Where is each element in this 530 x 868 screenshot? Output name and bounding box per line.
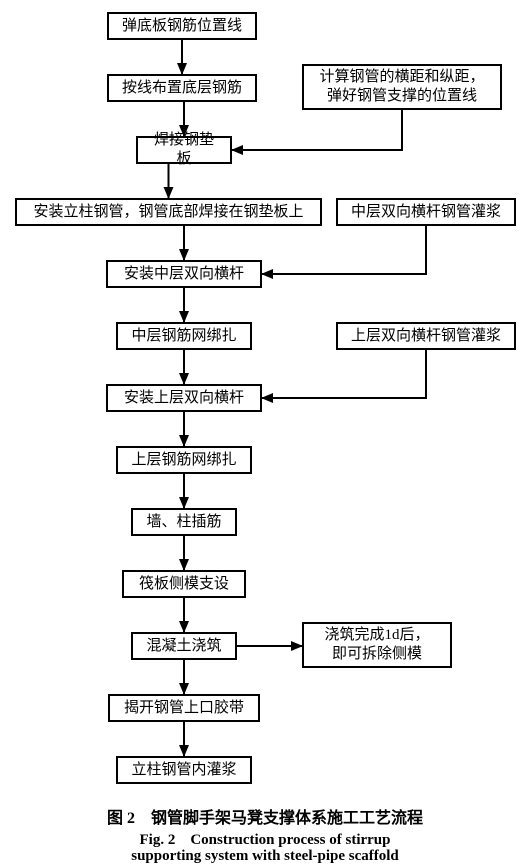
node-n5: 安装立柱钢管，钢管底部焊接在钢垫板上 <box>15 198 322 226</box>
node-n2: 按线布置底层钢筋 <box>107 74 257 102</box>
caption-line-1: Fig. 2 Construction process of stirrup <box>0 828 530 849</box>
node-n10: 安装上层双向横杆 <box>106 384 262 412</box>
node-n15: 浇筑完成1d后， 即可拆除侧模 <box>302 622 452 668</box>
caption-text: 图 2 钢管脚手架马凳支撑体系施工工艺流程 <box>107 810 423 827</box>
node-label: 安装立柱钢管，钢管底部焊接在钢垫板上 <box>33 203 303 222</box>
node-n7: 安装中层双向横杆 <box>106 260 262 288</box>
node-label: 安装上层双向横杆 <box>124 389 244 408</box>
caption-text: supporting system with steel-pipe scaffo… <box>131 848 399 864</box>
node-label: 筏板侧模支设 <box>139 575 229 594</box>
node-n14: 混凝土浇筑 <box>131 632 237 660</box>
node-label: 安装中层双向横杆 <box>124 265 244 284</box>
caption-line-2: supporting system with steel-pipe scaffo… <box>0 848 530 865</box>
node-label: 中层钢筋网绑扎 <box>131 327 236 346</box>
node-n12: 墙、柱插筋 <box>131 508 237 536</box>
node-n8: 中层钢筋网绑扎 <box>116 322 252 350</box>
node-label: 计算钢管的横距和纵距， 弹好钢管支撑的位置线 <box>319 68 484 106</box>
node-label: 立柱钢管内灌浆 <box>131 761 236 780</box>
node-label: 中层双向横杆钢管灌浆 <box>351 203 501 222</box>
node-n16: 揭开钢管上口胶带 <box>108 694 260 722</box>
node-n13: 筏板侧模支设 <box>122 570 246 598</box>
node-label: 按线布置底层钢筋 <box>122 79 242 98</box>
node-label: 焊接钢垫板 <box>148 131 220 169</box>
node-label: 上层双向横杆钢管灌浆 <box>351 327 501 346</box>
node-label: 墙、柱插筋 <box>146 513 221 532</box>
edges-layer <box>0 0 530 868</box>
node-n4: 焊接钢垫板 <box>136 136 232 164</box>
node-label: 浇筑完成1d后， 即可拆除侧模 <box>324 626 429 664</box>
node-n11: 上层钢筋网绑扎 <box>116 446 252 474</box>
node-n6: 中层双向横杆钢管灌浆 <box>336 198 516 226</box>
node-label: 揭开钢管上口胶带 <box>124 699 244 718</box>
caption-text: Fig. 2 Construction process of stirrup <box>140 832 391 848</box>
node-n3: 计算钢管的横距和纵距， 弹好钢管支撑的位置线 <box>302 64 502 110</box>
node-n1: 弹底板钢筋位置线 <box>107 12 257 40</box>
flowchart-stage: 弹底板钢筋位置线按线布置底层钢筋 计算钢管的横距和纵距， 弹好钢管支撑的位置线焊接… <box>0 0 530 868</box>
node-label: 上层钢筋网绑扎 <box>131 451 236 470</box>
caption-line-0: 图 2 钢管脚手架马凳支撑体系施工工艺流程 <box>0 804 530 828</box>
node-label: 混凝土浇筑 <box>146 637 221 656</box>
node-n17: 立柱钢管内灌浆 <box>116 756 252 784</box>
node-label: 弹底板钢筋位置线 <box>122 17 242 36</box>
node-n9: 上层双向横杆钢管灌浆 <box>336 322 516 350</box>
